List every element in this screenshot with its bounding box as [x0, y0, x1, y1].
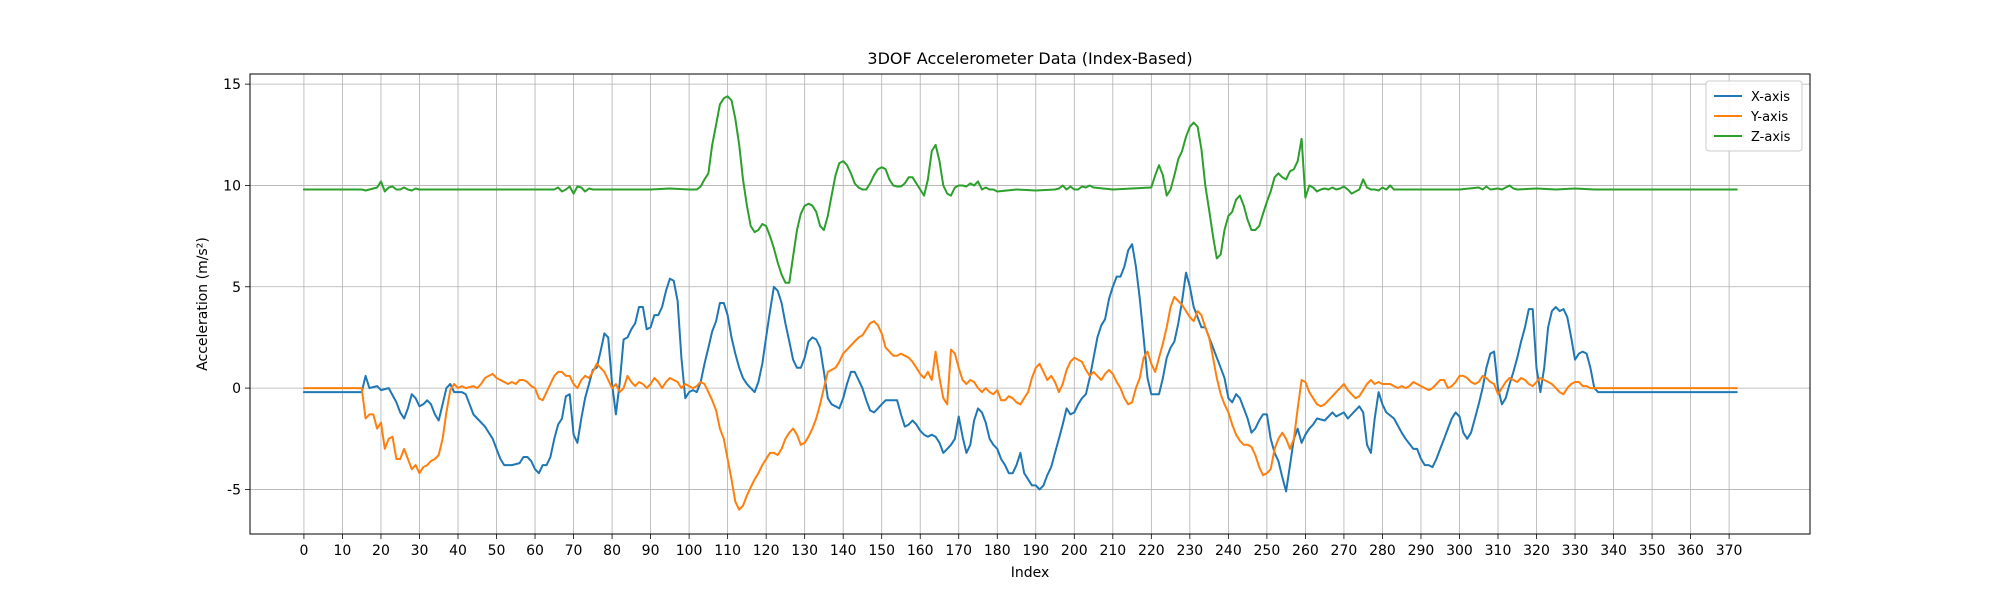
x-tick-label: 270 — [1331, 543, 1358, 559]
x-tick-label: 180 — [984, 543, 1011, 559]
legend-entry-label: X-axis — [1751, 90, 1790, 105]
x-tick-label: 370 — [1716, 543, 1743, 559]
x-tick-label: 190 — [1022, 543, 1049, 559]
series-line-x-axis — [302, 243, 1738, 493]
x-tick-label: 350 — [1639, 543, 1666, 559]
x-tick-label: 60 — [526, 543, 544, 559]
x-tick-label: 40 — [449, 543, 467, 559]
y-tick-label: 10 — [223, 178, 241, 194]
series-line-z-axis — [302, 95, 1738, 284]
x-tick-label: 70 — [565, 543, 583, 559]
legend: X-axis Y-axis Z-axis — [1705, 80, 1803, 152]
x-tick-label: 290 — [1408, 543, 1435, 559]
y-tick-label: 0 — [232, 381, 241, 397]
y-tick-label: 15 — [223, 77, 241, 93]
x-tick-label: 300 — [1446, 543, 1473, 559]
x-tick-label: 130 — [791, 543, 818, 559]
x-tick-label: 140 — [830, 543, 857, 559]
series-line-y-axis — [302, 295, 1738, 511]
x-tick-label: 120 — [753, 543, 780, 559]
legend-entry-label: Z-axis — [1751, 130, 1791, 145]
series-lines — [302, 95, 1738, 511]
legend-entry-label: Y-axis — [1750, 110, 1788, 125]
x-tick-label: 230 — [1176, 543, 1203, 559]
x-tick-label: 210 — [1099, 543, 1126, 559]
x-axis-label: Index — [1011, 565, 1050, 581]
x-tick-label: 80 — [603, 543, 621, 559]
plot-area-frame — [249, 73, 1811, 535]
x-tick-label: 10 — [334, 543, 352, 559]
x-tick-label: 200 — [1061, 543, 1088, 559]
x-tick-label: 310 — [1485, 543, 1512, 559]
x-tick-label: 90 — [642, 543, 660, 559]
x-tick-label: 260 — [1292, 543, 1319, 559]
x-tick-label: 320 — [1523, 543, 1550, 559]
x-tick-label: 360 — [1677, 543, 1704, 559]
grid-lines — [250, 74, 1810, 534]
x-tick-label: 150 — [868, 543, 895, 559]
x-tick-label: 20 — [372, 543, 390, 559]
x-tick-label: 220 — [1138, 543, 1165, 559]
x-tick-label: 100 — [676, 543, 703, 559]
y-tick-label: -5 — [227, 482, 241, 498]
legend-box — [1705, 80, 1803, 152]
axis-ticks: 0 10 20 30 40 50 60 70 80 90 100 110 120 130 140 150 160… — [223, 77, 1742, 559]
x-tick-label: 170 — [945, 543, 972, 559]
x-tick-label: 110 — [714, 543, 741, 559]
x-tick-label: 0 — [299, 543, 308, 559]
x-tick-label: 330 — [1562, 543, 1589, 559]
x-tick-label: 240 — [1215, 543, 1242, 559]
chart-title: 3DOF Accelerometer Data (Index-Based) — [867, 49, 1192, 68]
x-tick-label: 160 — [907, 543, 934, 559]
x-tick-label: 30 — [411, 543, 429, 559]
x-tick-label: 280 — [1369, 543, 1396, 559]
y-axis-label: Acceleration (m/s²) — [195, 237, 211, 371]
y-tick-label: 5 — [232, 280, 241, 296]
x-tick-label: 50 — [488, 543, 506, 559]
x-tick-label: 340 — [1600, 543, 1627, 559]
x-tick-label: 250 — [1254, 543, 1281, 559]
